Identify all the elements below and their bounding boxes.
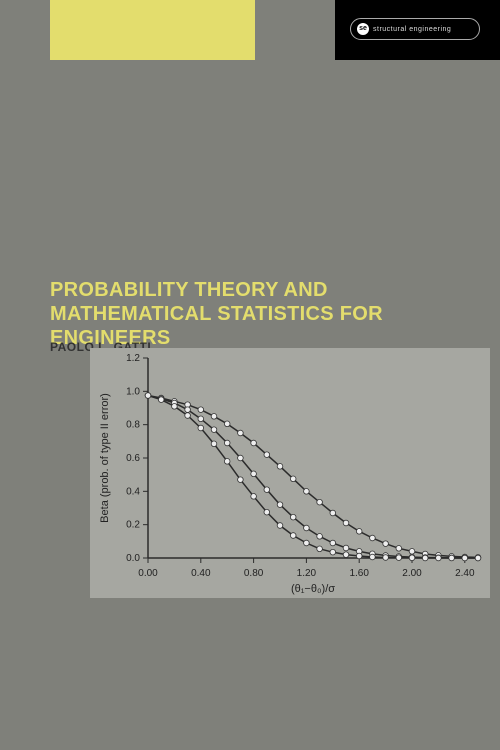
svg-text:0.00: 0.00 [138,568,158,579]
svg-text:0.0: 0.0 [126,553,140,564]
svg-text:1.60: 1.60 [349,568,369,579]
se-badge-circle: se [357,23,369,35]
svg-text:1.0: 1.0 [126,386,140,397]
svg-text:2.40: 2.40 [455,568,475,579]
se-badge: se structural engineering [350,18,480,40]
svg-text:0.40: 0.40 [191,568,211,579]
top-black-block: se structural engineering [335,0,500,60]
title-line-1: PROBABILITY THEORY AND [50,278,500,302]
svg-text:1.2: 1.2 [126,353,140,364]
se-badge-label: structural engineering [373,26,451,33]
beta-chart: 0.0 0.2 0.4 0.6 0.8 1.0 1.2 0.00 0.40 0.80 1.20 1.6… [90,348,490,598]
chart-svg: 0.0 0.2 0.4 0.6 0.8 1.0 1.2 0.00 0.40 0.80 1.20 1.6… [90,348,490,598]
svg-text:Beta (prob. of type II error): Beta (prob. of type II error) [99,393,111,523]
svg-text:1.20: 1.20 [297,568,317,579]
svg-text:0.6: 0.6 [126,453,140,464]
svg-text:(θ₁−θ₀)/σ: (θ₁−θ₀)/σ [291,583,335,595]
svg-text:0.4: 0.4 [126,486,140,497]
top-yellow-block [50,0,255,60]
svg-text:0.8: 0.8 [126,420,140,431]
svg-text:2.00: 2.00 [402,568,422,579]
svg-text:0.2: 0.2 [126,520,140,531]
svg-text:0.80: 0.80 [244,568,264,579]
book-cover: se structural engineering PROBABILITY TH… [0,0,500,750]
